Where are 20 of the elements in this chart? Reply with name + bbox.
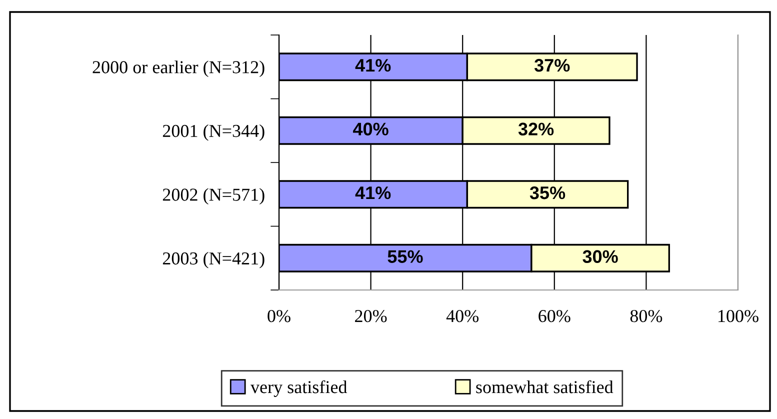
y-tick-label: 2000 or earlier (N=312) xyxy=(92,60,264,77)
data-label: 37% xyxy=(534,58,570,72)
data-label: 41% xyxy=(355,186,391,200)
data-label: 55% xyxy=(388,250,423,263)
x-tick-label: 100% xyxy=(718,310,758,322)
data-label: 35% xyxy=(530,186,566,200)
x-tick-label: 60% xyxy=(538,310,570,322)
data-label: 41% xyxy=(355,58,391,72)
data-label: 32% xyxy=(518,122,554,136)
y-tick-label: 2002 (N=571) xyxy=(162,188,264,204)
legend-label: very satisfied xyxy=(250,380,348,397)
data-label: 30% xyxy=(582,250,618,263)
x-tick-label: 40% xyxy=(446,310,479,322)
y-tick-label: 2003 (N=421) xyxy=(162,252,264,268)
x-tick-label: 0% xyxy=(268,310,290,322)
legend-label: somewhat satisfied xyxy=(476,380,614,394)
x-tick-label: 80% xyxy=(630,310,662,322)
x-tick-label: 20% xyxy=(355,310,387,322)
data-label: 40% xyxy=(353,122,388,136)
y-tick-label: 2001 (N=344) xyxy=(162,124,264,141)
